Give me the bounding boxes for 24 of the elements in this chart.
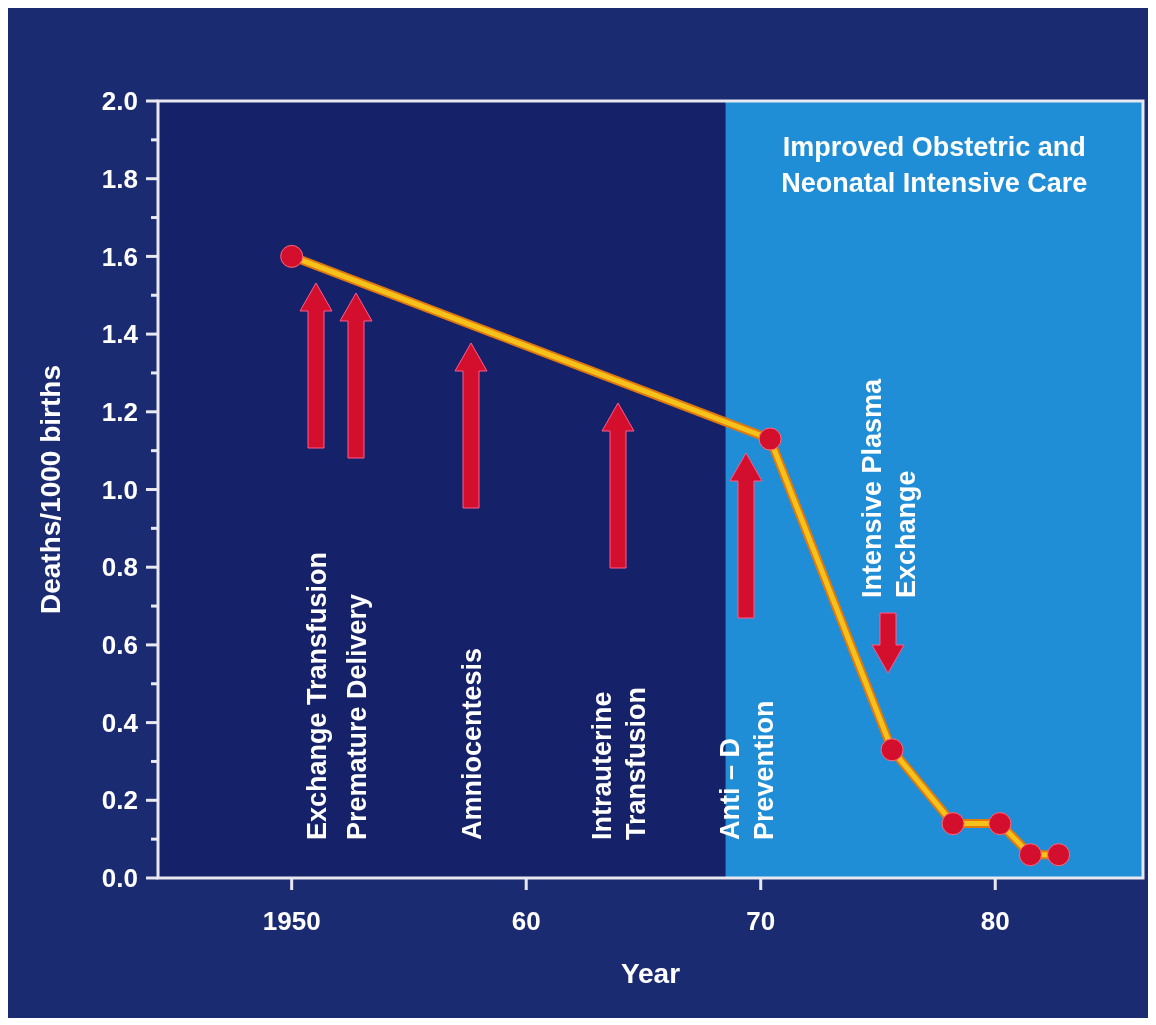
x-tick-label: 80 — [980, 906, 1010, 936]
y-tick-label: 1.0 — [101, 474, 138, 505]
y-tick-label: 1.6 — [101, 241, 138, 272]
y-tick-label: 2.0 — [101, 86, 138, 117]
y-tick-label: 0.0 — [101, 863, 138, 894]
y-tick-label: 1.8 — [101, 163, 138, 194]
y-tick-label: 0.4 — [101, 707, 139, 738]
y-tick-label: 1.2 — [101, 396, 138, 427]
annotation: Intrauterine Transfusion — [587, 686, 651, 840]
annotation: Intensive Plasma Exchange — [857, 377, 921, 598]
x-axis-title: Year — [620, 958, 681, 989]
annotation: Amniocentesis — [457, 647, 487, 840]
annotation: Premature Delivery — [342, 593, 372, 840]
annotation: Anti – D Prevention — [715, 700, 779, 840]
annotation: Exchange Transfusion — [302, 551, 332, 840]
y-tick-label: 0.8 — [101, 552, 138, 583]
y-tick-label: 0.6 — [101, 630, 138, 660]
y-tick-label: 1.4 — [101, 319, 139, 350]
x-tick-label: 1950 — [262, 906, 321, 936]
band-label: Improved Obstetric and Neonatal Intensive Care — [781, 132, 1088, 198]
y-tick-label: 0.2 — [101, 785, 138, 816]
y-axis-title: Deaths/1000 births — [35, 365, 66, 614]
x-tick-label: 60 — [511, 906, 541, 936]
x-tick-label: 70 — [746, 906, 776, 936]
